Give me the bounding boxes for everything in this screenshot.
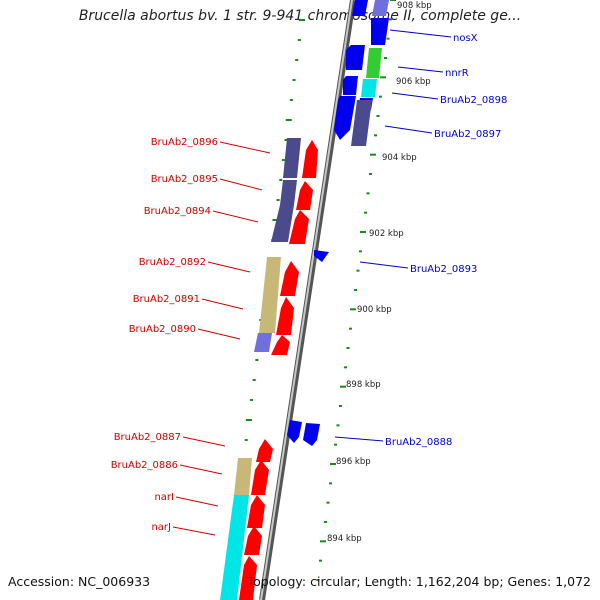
kbp-label: 906 kbp bbox=[396, 77, 431, 87]
gene-BruAb2_0897 bbox=[334, 96, 356, 140]
leader-line bbox=[172, 526, 216, 536]
gene-labels: BruAb2_0896 BruAb2_0895 BruAb2_0894 BruAb2_… bbox=[111, 29, 507, 536]
kbp-label: 902 kbp bbox=[369, 229, 404, 239]
gene-outer-2 bbox=[346, 45, 365, 70]
gene-extra-bottom bbox=[239, 556, 257, 600]
leader-line bbox=[179, 464, 223, 475]
gene-BruAb2_0894 bbox=[289, 210, 309, 244]
gene-label-left: BruAb2_0886 bbox=[111, 460, 178, 471]
gene-label-left: BruAb2_0891 bbox=[133, 294, 200, 305]
gene-BruAb2_0890 bbox=[271, 335, 290, 355]
kbp-label: 900 kbp bbox=[357, 305, 392, 315]
summary-text: Topology: circular; Length: 1,162,204 bp… bbox=[247, 574, 591, 589]
gene-BruAb2_0888-b bbox=[303, 423, 320, 446]
leader-line bbox=[389, 29, 452, 38]
gene-label-right: nnrR bbox=[445, 68, 469, 79]
leader-line bbox=[384, 125, 433, 134]
leader-line bbox=[219, 178, 263, 191]
gene-BruAb2_0896 bbox=[302, 140, 318, 178]
gene-narI bbox=[247, 495, 265, 528]
leader-line bbox=[175, 496, 219, 507]
gene-label-right: BruAb2_0898 bbox=[440, 95, 507, 106]
leader-line bbox=[219, 141, 271, 154]
leader-line bbox=[207, 261, 251, 273]
gene-nnrR-strand bbox=[343, 76, 358, 95]
gene-BruAb2_0894-cog bbox=[271, 205, 294, 242]
leader-line bbox=[201, 298, 244, 310]
gene-BruAb2_0895 bbox=[296, 181, 313, 210]
kbp-label: 908 kbp bbox=[397, 1, 432, 11]
kbp-label: 898 kbp bbox=[346, 380, 381, 390]
kbp-label: 904 kbp bbox=[382, 153, 417, 163]
gene-narJ bbox=[244, 526, 262, 555]
gene-BruAb2_0895-cog bbox=[280, 180, 297, 205]
gene-outer-1 bbox=[371, 18, 389, 45]
gene-BruAb2_0892 bbox=[280, 261, 299, 296]
chromosome-backbone-highlight bbox=[260, 0, 353, 600]
gene-label-left: BruAb2_0894 bbox=[144, 206, 211, 217]
gene-BruAb2_0891 bbox=[276, 297, 294, 335]
leader-line bbox=[359, 261, 409, 269]
gene-BruAb2_0887 bbox=[256, 439, 273, 462]
map-title: Brucella abortus bv. 1 str. 9-941 chromo… bbox=[78, 8, 522, 24]
kbp-labels: 908 kbp 906 kbp 904 kbp 902 kbp 900 kbp 898 k… bbox=[327, 1, 432, 544]
gene-BruAb2_0890-cog bbox=[254, 333, 272, 352]
leader-line bbox=[212, 210, 259, 223]
gene-BruAb2_0888-a bbox=[287, 420, 302, 443]
gene-BruAb2_0896-cog bbox=[283, 138, 301, 178]
gene-label-right: BruAb2_0888 bbox=[385, 437, 452, 448]
gene-label-left: BruAb2_0896 bbox=[151, 137, 218, 148]
gene-BruAb2_0887-cog bbox=[234, 458, 252, 495]
gene-label-left: narJ bbox=[151, 522, 171, 533]
kbp-label: 894 kbp bbox=[327, 534, 362, 544]
gene-nosX-cog bbox=[372, 0, 389, 16]
gene-label-left: BruAb2_0887 bbox=[114, 432, 181, 443]
gene-label-left: BruAb2_0892 bbox=[139, 257, 206, 268]
leader-line bbox=[197, 328, 241, 340]
gene-narI-cog bbox=[220, 495, 249, 600]
gene-BruAb2_0898 bbox=[361, 79, 377, 97]
gene-nosX bbox=[352, 0, 368, 16]
leader-line bbox=[182, 436, 226, 447]
accession-text: Accession: NC_006933 bbox=[8, 574, 151, 589]
leader-line bbox=[391, 92, 439, 100]
leader-line bbox=[334, 436, 384, 442]
gene-BruAb2_0886 bbox=[251, 460, 269, 495]
gene-BruAb2_0892-cog bbox=[259, 257, 281, 333]
gene-label-right: BruAb2_0897 bbox=[434, 129, 501, 140]
leader-line bbox=[397, 66, 444, 73]
gene-label-right: nosX bbox=[453, 33, 478, 44]
kbp-label: 896 kbp bbox=[336, 457, 371, 467]
gene-label-right: BruAb2_0893 bbox=[410, 264, 477, 275]
gene-nnrR bbox=[366, 48, 382, 78]
gene-BruAb2_0893 bbox=[314, 250, 329, 262]
gene-label-left: BruAb2_0890 bbox=[129, 324, 196, 335]
gene-BruAb2_0897-cog bbox=[351, 100, 372, 146]
gene-label-left: narI bbox=[154, 492, 174, 503]
gene-label-left: BruAb2_0895 bbox=[151, 174, 218, 185]
